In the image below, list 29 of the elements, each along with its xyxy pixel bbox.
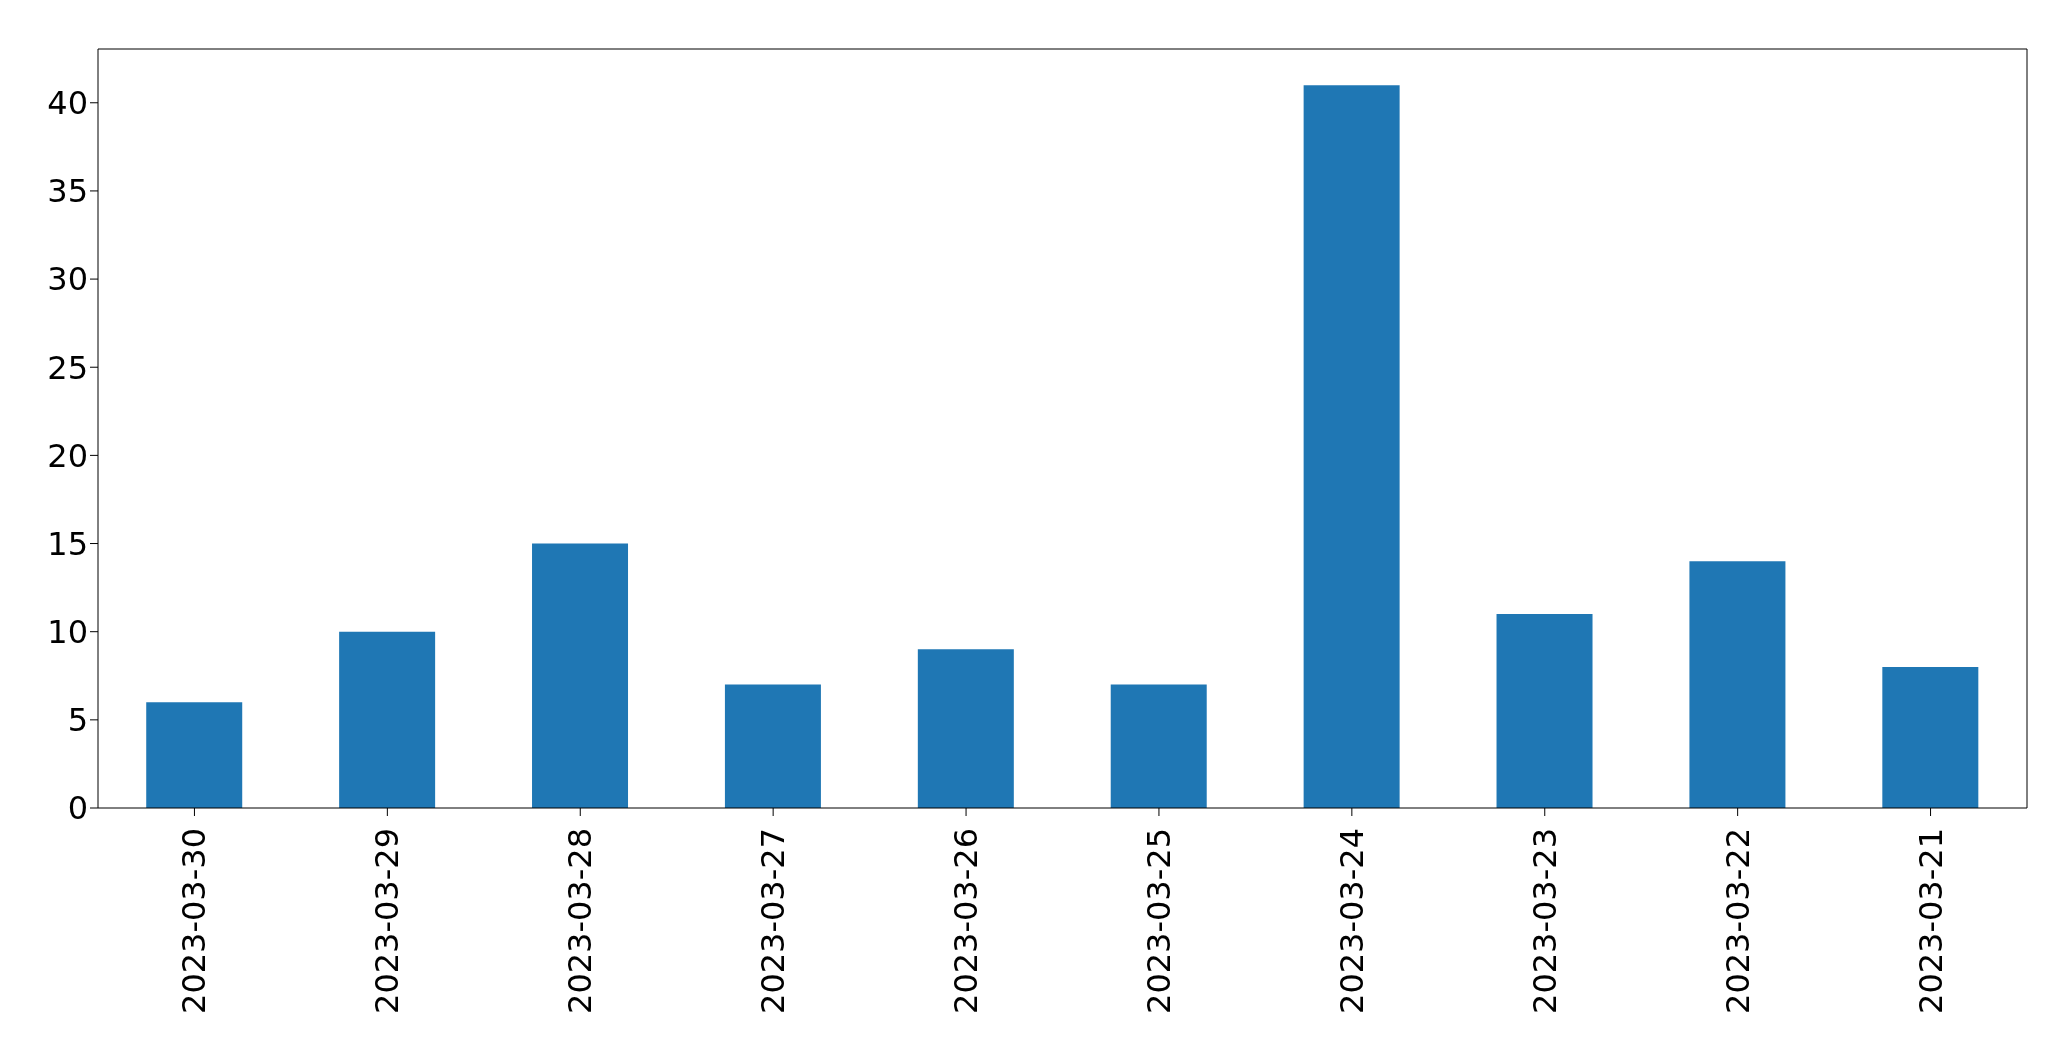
x-tick-label: 2023-03-27 bbox=[754, 828, 793, 1014]
x-tick-label: 2023-03-25 bbox=[1139, 828, 1178, 1014]
bar bbox=[917, 649, 1014, 808]
bar bbox=[1110, 684, 1207, 808]
x-tick-label: 2023-03-28 bbox=[561, 828, 600, 1014]
x-tick-label: 2023-03-22 bbox=[1718, 828, 1757, 1014]
x-tick-label: 2023-03-23 bbox=[1525, 828, 1564, 1014]
y-tick-label: 35 bbox=[47, 172, 88, 211]
bar bbox=[1303, 85, 1400, 808]
y-tick-label: 5 bbox=[67, 701, 88, 740]
y-tick-label: 20 bbox=[47, 436, 88, 475]
x-tick-label: 2023-03-30 bbox=[175, 828, 214, 1014]
bar bbox=[339, 631, 436, 808]
y-tick-label: 10 bbox=[47, 613, 88, 652]
x-tick-label: 2023-03-24 bbox=[1332, 828, 1371, 1014]
x-tick-label: 2023-03-21 bbox=[1911, 828, 1950, 1014]
y-tick-label: 30 bbox=[47, 260, 88, 299]
bar bbox=[1882, 666, 1979, 808]
y-tick-label: 25 bbox=[47, 348, 88, 387]
bar bbox=[1496, 614, 1593, 808]
bar bbox=[146, 702, 243, 808]
x-tick-label: 2023-03-29 bbox=[368, 828, 407, 1014]
bar bbox=[724, 684, 821, 808]
y-tick-label: 0 bbox=[67, 789, 88, 828]
y-tick-label: 15 bbox=[47, 524, 88, 563]
y-tick-label: 40 bbox=[47, 84, 88, 123]
bar bbox=[532, 543, 629, 808]
bar bbox=[1689, 561, 1786, 808]
x-tick-label: 2023-03-26 bbox=[947, 828, 986, 1014]
